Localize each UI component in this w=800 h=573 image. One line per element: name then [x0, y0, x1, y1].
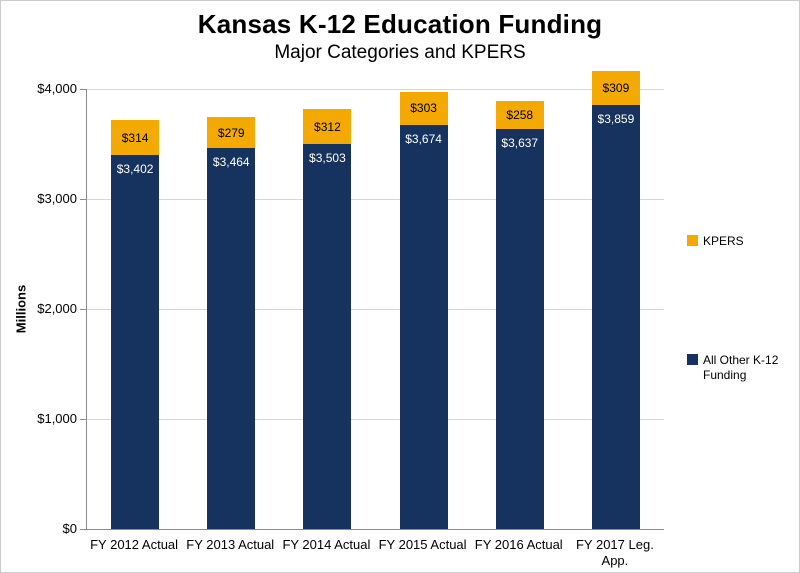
plot-area: $314 $3,402 $279 $3,464 $312 $3,503 $303 $3,674… [86, 70, 664, 530]
bar-segment-all-other-k12: $3,637 [495, 128, 544, 529]
bar-stack: $309 $3,859 [591, 70, 640, 529]
gridline [87, 89, 664, 90]
y-axis-tick [80, 529, 86, 530]
legend-label-all-other-k12: All Other K-12 Funding [703, 353, 779, 382]
bar-value-label-all-other-k12: $3,402 [116, 161, 154, 176]
bar-value-label-kpers: $279 [217, 125, 245, 140]
bar-segment-kpers: $309 [591, 70, 640, 105]
bar-segment-all-other-k12: $3,674 [399, 124, 448, 529]
x-axis-category-label: FY 2015 Actual [378, 537, 467, 552]
legend-label-kpers: KPERS [703, 234, 744, 248]
bar-stack: $314 $3,402 [111, 120, 160, 529]
legend-entry-kpers: KPERS [687, 234, 744, 249]
bar-segment-kpers: $279 [207, 117, 256, 148]
bar-stack: $303 $3,674 [399, 91, 448, 529]
bar-stack: $258 $3,637 [495, 100, 544, 529]
bar-segment-all-other-k12: $3,859 [591, 104, 640, 529]
gridline [87, 309, 664, 310]
bar-stack: $312 $3,503 [303, 109, 352, 529]
bar-value-label-all-other-k12: $3,674 [405, 131, 442, 146]
bar-value-label-all-other-k12: $3,637 [501, 135, 539, 150]
y-axis-tick-label: $2,000 [37, 301, 77, 316]
bar-stack: $279 $3,464 [207, 117, 256, 529]
y-axis-tick [80, 419, 86, 420]
chart-subtitle: Major Categories and KPERS [274, 42, 526, 63]
y-axis-tick-label: $0 [62, 521, 77, 536]
bar-segment-kpers: $312 [303, 109, 352, 144]
y-axis-tick-label: $3,000 [37, 191, 77, 206]
x-axis-category-label: FY 2012 Actual [90, 537, 179, 552]
bar-value-label-kpers: $312 [314, 119, 341, 134]
gridline [87, 419, 664, 420]
bar-value-label-all-other-k12: $3,464 [212, 154, 250, 169]
bar-value-label-kpers: $309 [602, 80, 630, 95]
legend-entry-all-other-k12: All Other K-12 Funding [687, 353, 799, 383]
y-axis-tick-label: $4,000 [37, 81, 77, 96]
legend-swatch-kpers [687, 235, 698, 246]
bar-segment-kpers: $258 [495, 100, 544, 129]
legend-swatch-all-other-k12 [687, 354, 698, 365]
bar-value-label-kpers: $303 [410, 101, 437, 116]
bar-segment-all-other-k12: $3,503 [303, 143, 352, 529]
y-axis-tick-label: $1,000 [37, 411, 77, 426]
x-axis-category-label: FY 2014 Actual [282, 537, 371, 552]
y-axis-tick [80, 309, 86, 310]
bar-segment-kpers: $314 [111, 120, 160, 155]
x-axis-category-label: FY 2017 Leg. App. [575, 537, 654, 568]
y-axis-tick [80, 89, 86, 90]
x-axis-category-label: FY 2013 Actual [186, 537, 275, 552]
bar-segment-kpers: $303 [399, 91, 448, 125]
chart-title: Kansas K-12 Education Funding [197, 9, 603, 39]
bar-segment-all-other-k12: $3,464 [207, 147, 256, 529]
bar-segment-all-other-k12: $3,402 [111, 154, 160, 529]
bar-value-label-all-other-k12: $3,503 [309, 150, 346, 165]
gridline [87, 199, 664, 200]
x-axis-category-label: FY 2016 Actual [474, 537, 563, 552]
y-axis-tick [80, 199, 86, 200]
bar-value-label-all-other-k12: $3,859 [597, 111, 635, 126]
bar-value-label-kpers: $258 [506, 107, 534, 122]
bar-value-label-kpers: $314 [121, 130, 149, 145]
